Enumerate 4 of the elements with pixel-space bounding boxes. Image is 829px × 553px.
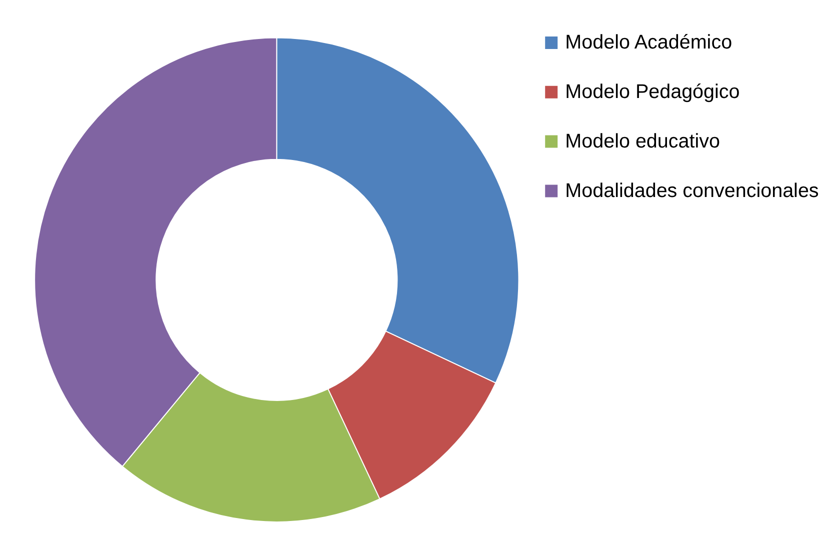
legend-label: Modalidades convencionales <box>565 180 819 202</box>
legend-label: Modelo Académico <box>565 32 732 54</box>
legend-label: Modelo Pedagógico <box>565 81 740 104</box>
legend-label: Modelo educativo <box>565 130 720 152</box>
